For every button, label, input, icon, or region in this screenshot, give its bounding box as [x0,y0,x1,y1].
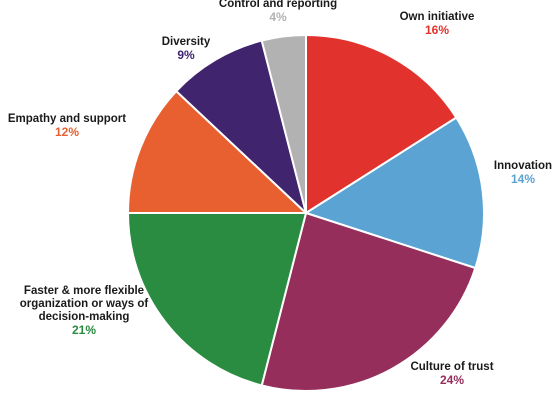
slice-label-text: Empathy and support [8,113,126,125]
slice-label-text: Control and reporting [219,0,337,10]
slice-percent-label: 14% [511,172,535,186]
pie-slice-6 [175,39,307,214]
pie-slice-4 [127,212,307,387]
slice-percent-label: 12% [55,125,79,139]
slice-percent-label: 21% [72,323,96,337]
slice-label-text: Innovation [494,160,552,172]
slice-label-text: decision-making [39,311,130,323]
pie-slice-3 [260,212,477,392]
pie-slice-2 [305,116,485,270]
pie-slice-1 [305,34,458,214]
slice-percent-label: 4% [269,10,287,24]
slice-percent-label: 9% [177,48,195,62]
slice-percent-label: 16% [425,23,449,37]
pie-slice-5 [127,90,307,214]
pie-slice-7 [260,34,307,214]
slice-label-text: Diversity [162,36,211,48]
slice-label-text: Own initiative [400,11,475,23]
slice-label-text: Culture of trust [410,361,493,373]
slice-label-text: organization or ways of [20,298,149,310]
slice-label-text: Faster & more flexible [24,285,144,297]
slice-percent-label: 24% [440,373,464,387]
